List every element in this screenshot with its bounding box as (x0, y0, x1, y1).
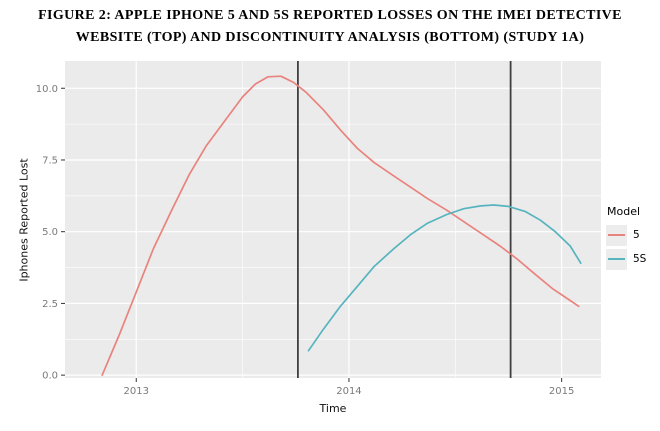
figure-title-line2: WEBSITE (TOP) AND DISCONTINUITY ANALYSIS… (75, 30, 585, 45)
figure-title-line1: FIGURE 2: APPLE IPHONE 5 AND 5S REPORTED… (38, 8, 622, 23)
series-line-5S (307, 204, 582, 352)
discontinuity-chart: 2013 2014 2015 0.0 2.5 5.0 7.5 10.0 (36, 61, 601, 397)
legend: Model 5 5S (606, 205, 646, 272)
y-tick-label: 10.0 (36, 84, 58, 95)
y-axis-title: Iphones Reported Lost (17, 158, 31, 282)
y-tick-label: 0.0 (42, 371, 58, 382)
legend-key-5s (606, 248, 627, 270)
x-axis-title: Time (319, 402, 347, 415)
x-tick-label: 2013 (124, 386, 149, 397)
legend-label-5: 5 (633, 229, 640, 241)
x-tick-label: 2014 (336, 386, 361, 397)
legend-line-sample-5s (608, 258, 625, 260)
figure-title: FIGURE 2: APPLE IPHONE 5 AND 5S REPORTED… (0, 5, 660, 49)
x-tick-label: 2015 (549, 386, 574, 397)
legend-label-5s: 5S (633, 253, 647, 265)
legend-key-5 (606, 224, 627, 246)
y-tick-label: 2.5 (42, 299, 58, 310)
legend-item-5s: 5S (606, 248, 646, 270)
y-tick-label: 5.0 (42, 227, 58, 238)
legend-title: Model (607, 205, 641, 218)
legend-item-5: 5 (606, 224, 646, 246)
legend-line-sample-5 (608, 234, 625, 236)
series-line-5 (101, 75, 580, 376)
panel-background (65, 61, 601, 378)
y-tick-label: 7.5 (42, 155, 58, 166)
